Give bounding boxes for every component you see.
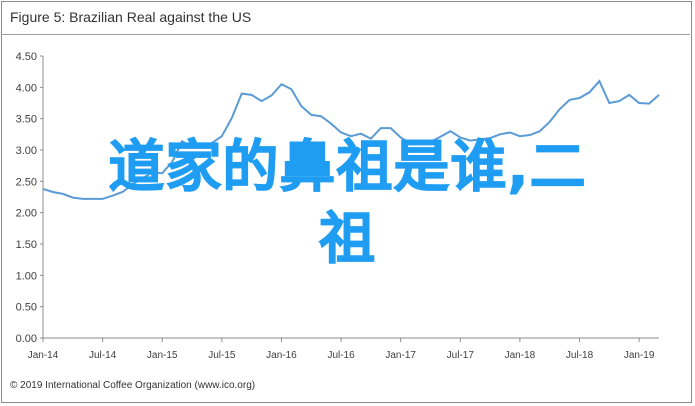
x-axis-ticks: Jan-14 Jul-14 Jan-15 Jul-15 Jan-16 Jul-16 Jan-… (28, 338, 655, 361)
overlay-line-1: 道家的鼻祖是谁,二 (108, 135, 587, 201)
x-tick-label: Jan-15 (147, 350, 178, 361)
y-tick-label: 4.50 (16, 51, 37, 63)
chart-title: Figure 5: Brazilian Real against the US (10, 9, 252, 25)
overlay-text: 道家的鼻祖是谁,二 祖 (10, 132, 685, 276)
x-tick-label: Jan-18 (505, 350, 536, 361)
y-tick-label: 0.50 (16, 302, 37, 314)
x-tick-label: Jul-15 (208, 350, 236, 361)
x-tick-label: Jul-14 (89, 350, 117, 361)
x-tick-label: Jul-16 (327, 350, 355, 361)
x-tick-label: Jan-17 (385, 350, 416, 361)
x-tick-label: Jan-19 (624, 350, 655, 361)
x-tick-label: Jul-17 (447, 350, 475, 361)
x-tick-label: Jan-16 (266, 350, 297, 361)
x-tick-label: Jul-18 (566, 350, 594, 361)
series-line-brl-usd (42, 79, 660, 200)
y-tick-label: 1.00 (16, 270, 37, 282)
y-tick-label: 2.00 (16, 208, 37, 220)
y-axis-ticks: 0.00 0.50 1.00 1.50 2.00 2.50 3.00 3.50 4.00 4.50 (16, 51, 43, 345)
y-tick-label: 0.00 (16, 333, 37, 345)
y-tick-label: 1.50 (16, 239, 37, 251)
y-tick-label: 2.50 (16, 176, 37, 188)
x-tick-label: Jan-14 (28, 350, 59, 361)
title-divider (1, 34, 690, 35)
overlay-line-2: 祖 (319, 207, 376, 273)
copyright-footer: © 2019 International Coffee Organization… (10, 380, 256, 391)
y-tick-label: 3.00 (16, 145, 37, 157)
y-tick-label: 4.00 (16, 82, 37, 94)
y-tick-label: 3.50 (16, 114, 37, 126)
